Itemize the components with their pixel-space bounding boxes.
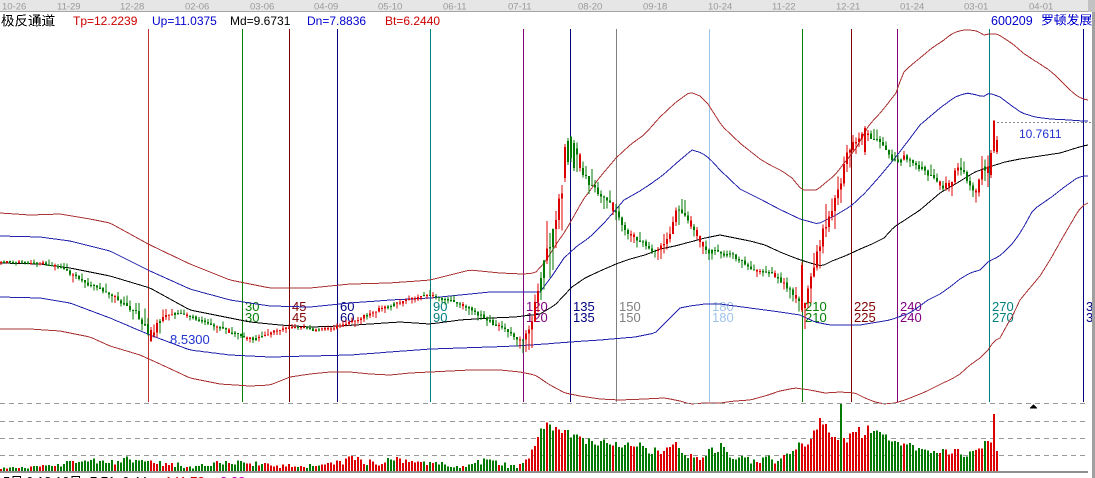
svg-text:12-21: 12-21 — [836, 2, 860, 13]
svg-text:180: 180 — [712, 310, 734, 325]
svg-text:135: 135 — [573, 299, 595, 314]
svg-text:Bt=6.2440: Bt=6.2440 — [385, 14, 440, 28]
svg-text:120: 120 — [526, 299, 548, 314]
svg-text:10.7611: 10.7611 — [1019, 127, 1062, 141]
svg-text:90: 90 — [433, 299, 447, 314]
svg-text:210: 210 — [805, 310, 827, 325]
svg-text:12-28: 12-28 — [120, 2, 144, 13]
svg-text:3: 3 — [1086, 310, 1093, 325]
svg-text:10-24: 10-24 — [708, 2, 732, 13]
svg-text:270: 270 — [992, 299, 1014, 314]
svg-text:10-26: 10-26 — [2, 2, 26, 13]
svg-text:270: 270 — [992, 310, 1014, 325]
svg-text:180: 180 — [712, 299, 734, 314]
svg-text:240: 240 — [900, 299, 922, 314]
svg-text:7.71: 7.71 — [90, 474, 115, 478]
svg-text:07-11: 07-11 — [508, 2, 532, 13]
svg-text:10: 10 — [55, 474, 69, 478]
svg-text:03-06: 03-06 — [250, 2, 274, 13]
svg-text:600209: 600209 — [991, 14, 1033, 28]
svg-text:90: 90 — [433, 310, 447, 325]
svg-text:135: 135 — [573, 310, 595, 325]
svg-text:3: 3 — [1086, 299, 1093, 314]
svg-text:11-22: 11-22 — [772, 2, 796, 13]
svg-text:5: 5 — [3, 474, 10, 478]
svg-text:141.73: 141.73 — [165, 474, 205, 478]
svg-text:02-06: 02-06 — [185, 2, 209, 13]
svg-text:Dn=7.8836: Dn=7.8836 — [307, 14, 366, 28]
svg-text:3.23: 3.23 — [220, 474, 245, 478]
svg-text:8.5300: 8.5300 — [170, 332, 210, 347]
svg-text:01-24: 01-24 — [900, 2, 924, 13]
svg-text:Tp=12.2239: Tp=12.2239 — [73, 14, 138, 28]
svg-text:225: 225 — [854, 299, 876, 314]
svg-text:60: 60 — [340, 310, 354, 325]
svg-text:09-18: 09-18 — [643, 2, 667, 13]
svg-text:04-01: 04-01 — [1029, 2, 1053, 13]
svg-text:6.18: 6.18 — [26, 474, 51, 478]
svg-text:240: 240 — [900, 310, 922, 325]
svg-text:120: 120 — [526, 310, 548, 325]
svg-text:150: 150 — [619, 299, 641, 314]
svg-text:05-10: 05-10 — [378, 2, 402, 13]
svg-text:45: 45 — [292, 310, 306, 325]
svg-text:Up=11.0375: Up=11.0375 — [152, 14, 217, 28]
svg-text:04-09: 04-09 — [314, 2, 338, 13]
svg-text:225: 225 — [854, 310, 876, 325]
svg-text:08-20: 08-20 — [578, 2, 602, 13]
svg-text:Md=9.6731: Md=9.6731 — [230, 14, 291, 28]
svg-text:03-01: 03-01 — [964, 2, 988, 13]
svg-text:06-11: 06-11 — [443, 2, 467, 13]
svg-text:210: 210 — [805, 299, 827, 314]
svg-text:150: 150 — [619, 310, 641, 325]
svg-text:6.44: 6.44 — [122, 474, 147, 478]
svg-text:11-29: 11-29 — [57, 2, 81, 13]
